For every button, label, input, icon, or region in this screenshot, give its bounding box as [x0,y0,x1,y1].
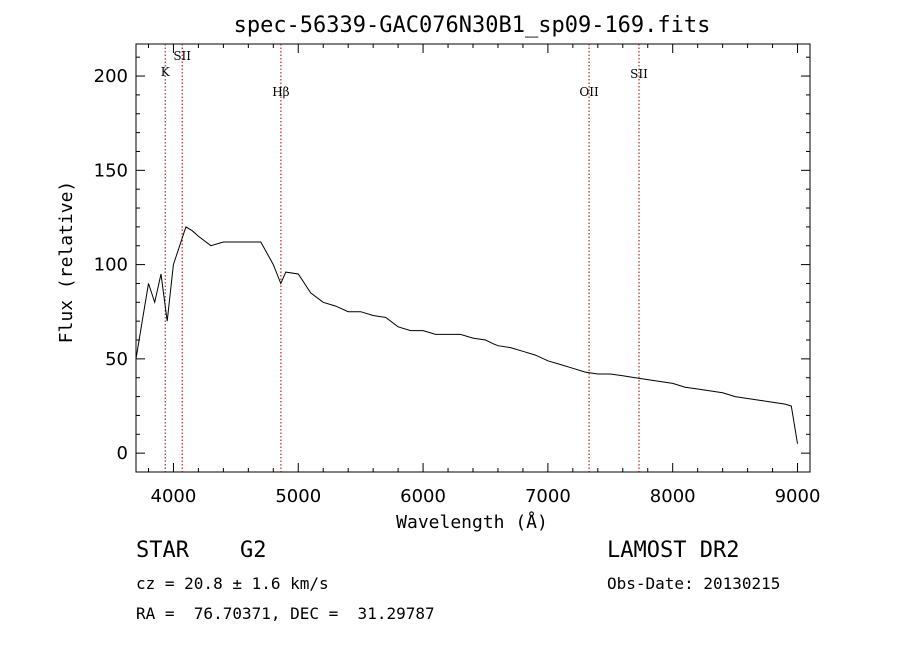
x-tick-label: 5000 [275,486,321,507]
spectral-line-label: OII [579,85,599,99]
plot-frame [135,43,811,473]
object-subclass: G2 [240,538,267,563]
coordinates: RA = 76.70371, DEC = 31.29787 [136,604,435,623]
spectral-line-label: Hβ [272,85,289,99]
spectral-line-label: K [161,65,171,79]
y-tick-label: 50 [105,349,128,370]
x-tick-label: 7000 [525,486,571,507]
y-axis-label: Flux (relative) [56,181,77,344]
axis-ticks: 4000 5000 6000 7000 8000 9000 0 50 100 150 200 [94,44,821,507]
spectrum-series-line [135,226,798,444]
x-tick-label: 8000 [650,486,696,507]
object-class: STAR [136,538,189,563]
x-axis-label: Wavelength (Å) [396,511,548,533]
spectral-line-label: SII [630,67,648,81]
y-tick-label: 150 [94,160,128,181]
survey-name: LAMOST DR2 [607,538,740,563]
x-tick-label: 9000 [775,486,821,507]
y-tick-label: 0 [117,443,128,464]
y-tick-label: 100 [94,255,128,276]
observation-date: Obs-Date: 20130215 [607,574,781,593]
x-tick-label: 6000 [400,486,446,507]
redshift-value: cz = 20.8 ± 1.6 km/s [136,574,329,593]
chart-title: spec-56339-GAC076N30B1_sp09-169.fits [234,13,711,38]
y-tick-label: 200 [94,66,128,87]
spectrum-chart: spec-56339-GAC076N30B1_sp09-169.fits KSI… [56,13,821,533]
spectral-line-label: SII [173,49,191,63]
x-tick-label: 4000 [151,486,197,507]
